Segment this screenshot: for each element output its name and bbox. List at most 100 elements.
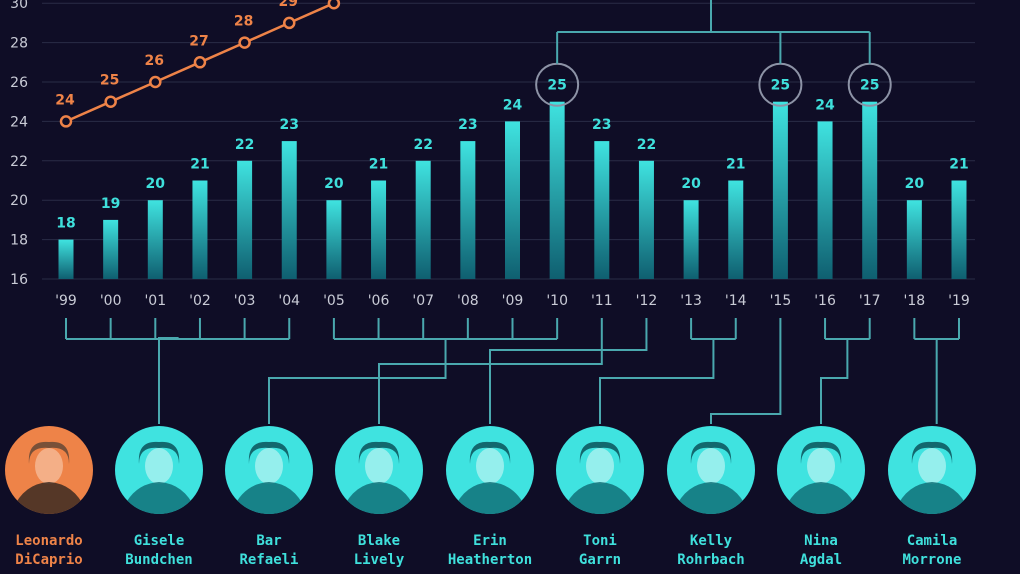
bar [103, 219, 119, 279]
bar-value-label: 21 [949, 157, 968, 173]
y-tick-label: 28 [10, 36, 28, 52]
y-tick-label: 20 [10, 193, 28, 209]
bar-value-label: 23 [458, 117, 477, 133]
age-line-label: 27 [189, 33, 208, 49]
person-name: Camila Morrone [902, 533, 962, 568]
kelly-rohrbach-photo [667, 426, 755, 514]
y-tick-label: 16 [10, 272, 28, 288]
x-tick-label: '18 [904, 293, 926, 309]
person-connector [820, 339, 849, 424]
bar [192, 180, 208, 279]
bar-value-label: 18 [56, 216, 75, 232]
leonardo-dicaprio-photo [5, 426, 93, 514]
bar [638, 160, 654, 279]
bar [326, 200, 342, 279]
bars [58, 101, 967, 280]
y-tick-label: 24 [10, 114, 28, 130]
x-tick-label: '02 [189, 293, 211, 309]
gisele-bundchen-photo [115, 426, 203, 514]
bar [728, 180, 744, 279]
bar-value-label: 20 [146, 176, 166, 192]
bar-value-label: 20 [681, 176, 701, 192]
person-name: Bar Refaeli [239, 533, 299, 568]
bar-value-label: 25 [547, 78, 566, 94]
bar [237, 160, 253, 279]
age-line-label: 26 [145, 53, 164, 69]
x-tick-label: '16 [814, 293, 836, 309]
bar [683, 200, 699, 279]
x-tick-label: '08 [457, 293, 479, 309]
bar-value-label: 20 [324, 176, 344, 192]
bar [281, 141, 297, 279]
x-tick-label: '03 [234, 293, 256, 309]
person-connector [599, 339, 715, 424]
highlight-circles [535, 0, 892, 107]
age-line: 24 25 26 27 28 29 [55, 0, 341, 128]
bar [58, 239, 74, 279]
x-tick-label: '15 [770, 293, 792, 309]
bar [371, 180, 387, 279]
x-tick-label: '13 [680, 293, 702, 309]
camila-morrone-photo [888, 426, 976, 514]
bar-value-label: 21 [190, 157, 209, 173]
bar-value-label: 23 [592, 117, 611, 133]
age-line-point [149, 75, 162, 89]
x-tick-label: '05 [323, 293, 345, 309]
age-line-point [104, 95, 117, 108]
person-name: Gisele Bundchen [125, 533, 193, 568]
toni-garrn-photo [556, 426, 644, 514]
y-tick-label: 30 [10, 0, 28, 12]
person-name: Erin Heatherton [447, 533, 533, 568]
bar-labels: 18 19 20 21 22 23 20 21 22 23 24 25 23 22 20 21 25 24 25 20… [56, 78, 968, 232]
age-line-point [327, 0, 341, 10]
bar [906, 200, 922, 279]
x-axis: '99 '00 '01 '02 '03 '04 '05 '06 '07 '08 '09 '10 '11 '… [55, 293, 970, 309]
age-line-point [283, 16, 296, 30]
bar [460, 141, 476, 279]
bar-value-label: 22 [637, 137, 656, 153]
x-tick-label: '09 [502, 293, 524, 309]
person-name: Leonardo DiCaprio [15, 533, 83, 568]
bar-value-label: 25 [860, 78, 879, 94]
person-name: Nina Agdal [799, 533, 843, 568]
bar-value-label: 20 [905, 176, 925, 192]
bar-value-label: 22 [413, 137, 432, 153]
bar-value-label: 21 [369, 157, 388, 173]
bar-value-label: 19 [101, 196, 120, 212]
people-names: Leonardo DiCaprio Gisele Bundchen Bar Refa… [0, 532, 1020, 574]
person-name: Toni Garrn [578, 533, 622, 568]
age-line-label: 25 [100, 73, 119, 89]
person-name: Kelly Rohrbach [677, 533, 745, 568]
x-tick-label: '06 [368, 293, 390, 309]
x-tick-label: '01 [144, 293, 166, 309]
bar-value-label: 24 [815, 97, 835, 113]
bar [549, 101, 565, 279]
bar [817, 121, 833, 280]
age-line-point [238, 36, 251, 49]
bar [415, 160, 431, 279]
photos [5, 426, 976, 514]
person-connector [268, 339, 447, 424]
y-tick-label: 22 [10, 154, 28, 170]
bar [862, 101, 878, 279]
x-tick-label: '17 [859, 293, 881, 309]
x-tick-label: '00 [100, 293, 122, 309]
x-tick-label: '12 [636, 293, 658, 309]
age-line-point [59, 115, 73, 128]
connectors [65, 318, 960, 424]
age-line-label: 24 [55, 92, 75, 108]
age-line-label: 29 [279, 0, 298, 10]
age-line-label: 28 [234, 14, 253, 30]
bar [505, 121, 520, 280]
x-tick-label: '14 [725, 293, 747, 309]
blake-lively-photo [335, 426, 423, 514]
x-tick-label: '07 [412, 293, 434, 309]
age-line-point [193, 56, 207, 69]
erin-heatherton-photo [446, 426, 534, 514]
person-connector [489, 318, 648, 424]
person-connector [158, 337, 179, 424]
bar [594, 141, 610, 279]
bar [772, 101, 788, 279]
person-connector [710, 318, 782, 424]
